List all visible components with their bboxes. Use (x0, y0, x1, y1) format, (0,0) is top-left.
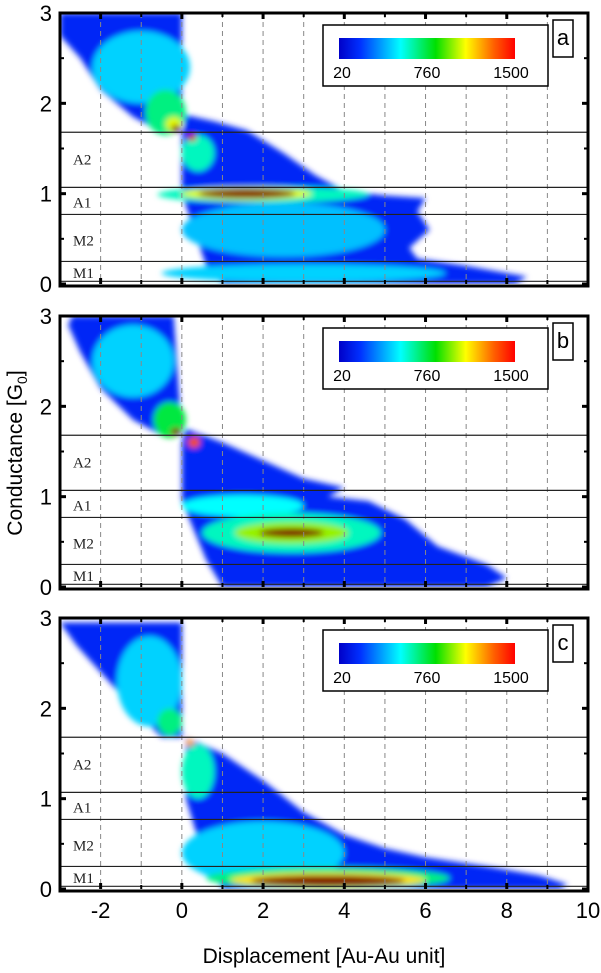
heatmap-peak (181, 494, 304, 517)
panel-a: A2 A1 M2 M1 0 1 2 3 20 760 1500 a (40, 1, 590, 297)
heatmap-peak (181, 744, 215, 799)
region-label: A1 (73, 801, 91, 817)
heatmap (60, 622, 568, 889)
colorbar-min-label: 20 (333, 368, 351, 385)
heatmap-peak (153, 401, 186, 438)
x-tick-label: 6 (419, 898, 431, 923)
colorbar (339, 643, 515, 664)
region-label: M1 (73, 569, 94, 585)
colorbar-legend: 20 760 1500 (322, 629, 549, 692)
colorbar-min-label: 20 (333, 670, 351, 687)
x-axis-label: Displacement [Au-Au unit] (203, 945, 446, 968)
heatmap-peak (157, 708, 182, 736)
panel-label-box (552, 322, 574, 361)
panel-label: a (557, 25, 570, 50)
region-label: M1 (73, 266, 94, 282)
heatmap-peak (198, 189, 296, 199)
heatmap-peak (181, 134, 215, 172)
panel-c: A2 A1 M2 M1 0 1 2 3 -2 0 2 4 6 8 10 20 760 1500 c (40, 606, 600, 923)
plot-frame (58, 11, 590, 288)
colorbar-min-label: 20 (333, 65, 351, 82)
y-tick-label: 0 (40, 272, 52, 297)
colorbar-legend: 20 760 1500 (322, 24, 549, 87)
y-tick-label: 3 (40, 606, 52, 631)
x-tick-label: -2 (91, 898, 111, 923)
heatmap-peak (187, 437, 201, 448)
heatmap-peak (181, 202, 385, 257)
panel-label: c (558, 630, 569, 655)
y-tick-label: 2 (40, 696, 52, 721)
x-tick-label: 4 (338, 898, 350, 923)
y-tick-label: 0 (40, 877, 52, 902)
x-tick-label: 2 (257, 898, 269, 923)
colorbar-mid-label: 760 (414, 65, 441, 82)
colorbar-mid-label: 760 (414, 368, 441, 385)
y-axis-label-main: Conductance [G (4, 384, 27, 536)
colorbar (339, 38, 515, 59)
panel-label-box (552, 624, 574, 663)
y-tick-label: 2 (40, 394, 52, 419)
y-axis-label: Conductance [G0] (4, 370, 30, 535)
colorbar-max-label: 1500 (493, 368, 529, 385)
heatmap-peak (250, 875, 406, 887)
plot-frame (58, 616, 590, 893)
heatmap-peak (92, 325, 174, 398)
panel-b: A2 A1 M2 M1 0 1 2 3 20 760 1500 b (40, 304, 590, 600)
x-tick-label: 10 (576, 898, 600, 923)
region-label: A2 (73, 455, 91, 471)
y-tick-label: 1 (40, 787, 52, 812)
colorbar-max-label: 1500 (493, 65, 529, 82)
region-label: M2 (73, 537, 94, 553)
heatmap-peak (171, 125, 180, 133)
region-label: A1 (73, 499, 91, 515)
y-tick-label: 2 (40, 91, 52, 116)
heatmap-peak (161, 264, 446, 283)
heatmap-peak (170, 428, 181, 436)
colorbar-max-label: 1500 (493, 670, 529, 687)
heatmap-peak (259, 528, 324, 538)
region-label: A1 (73, 196, 91, 212)
x-tick-label: 0 (176, 898, 188, 923)
heatmap-peak (185, 739, 195, 747)
region-label: M1 (73, 871, 94, 887)
region-label: M2 (73, 839, 94, 855)
colorbar-legend: 20 760 1500 (322, 327, 549, 390)
y-tick-label: 1 (40, 485, 52, 510)
y-axis-label-end: ] (4, 370, 27, 376)
y-tick-label: 0 (40, 575, 52, 600)
panel-label-box (552, 19, 574, 58)
region-label: A2 (73, 152, 91, 168)
colorbar (339, 341, 515, 362)
y-tick-label: 3 (40, 1, 52, 26)
heatmap-peak (116, 636, 182, 727)
colorbar-mid-label: 760 (414, 670, 441, 687)
panel-label: b (557, 328, 569, 353)
region-label: A2 (73, 757, 91, 773)
x-tick-label: 8 (501, 898, 513, 923)
y-axis-label-subscript: 0 (14, 376, 30, 384)
heatmap (60, 13, 528, 284)
heatmap-peak (187, 134, 197, 142)
region-label: M2 (73, 234, 94, 250)
plot-frame (58, 314, 590, 591)
y-tick-label: 3 (40, 304, 52, 329)
y-tick-label: 1 (40, 182, 52, 207)
